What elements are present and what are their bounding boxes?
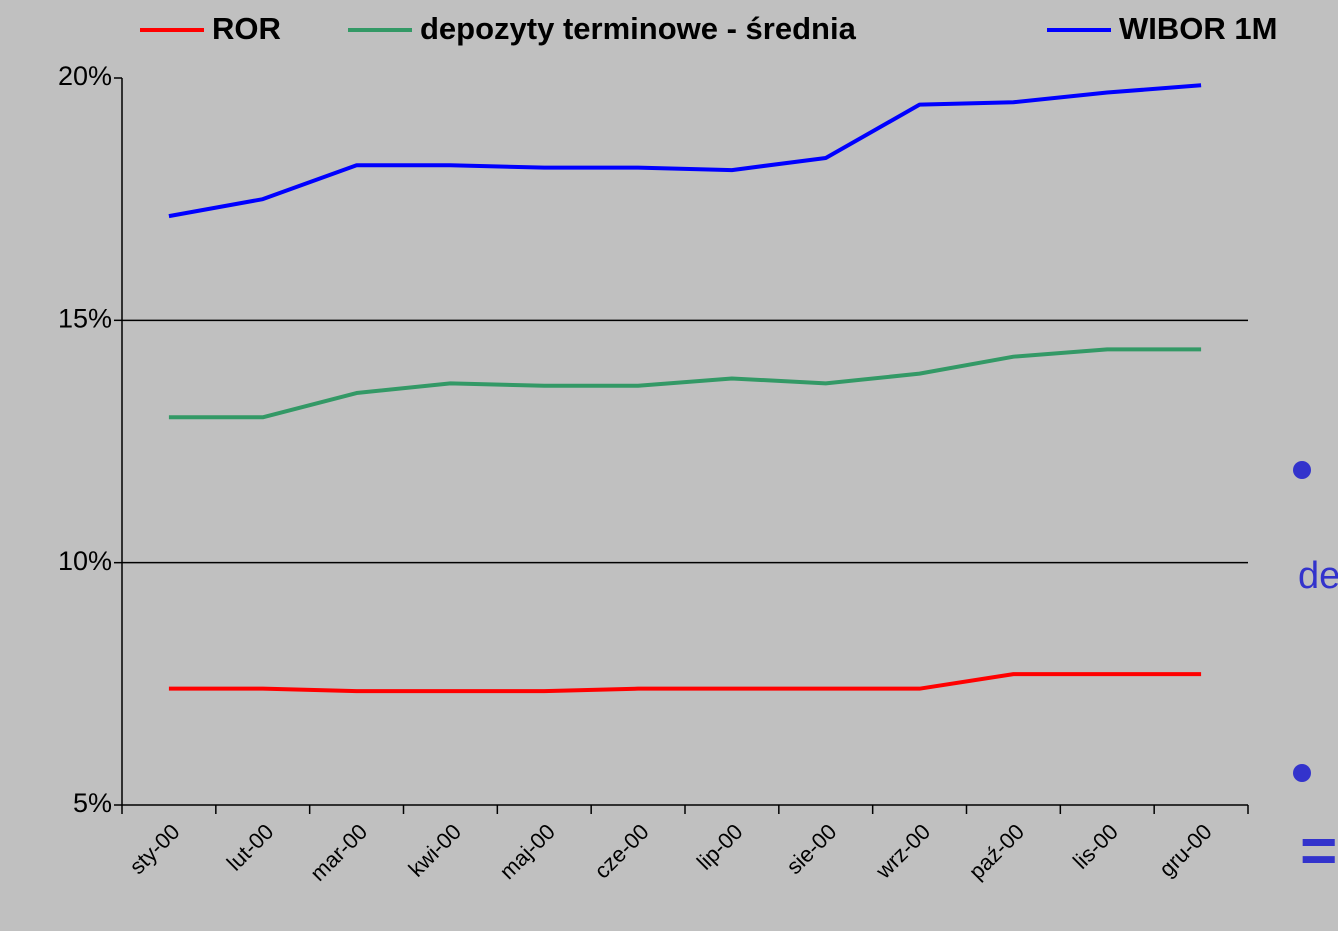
- slide-text: =: [1300, 814, 1337, 886]
- y-tick-label: 10%: [58, 546, 112, 576]
- series-line: [168, 672, 1202, 694]
- bullet: [1293, 461, 1311, 479]
- y-tick-label: 20%: [58, 61, 112, 91]
- series-line: [168, 347, 1202, 420]
- legend-label: ROR: [212, 11, 281, 46]
- legend-label: WIBOR 1M: [1119, 11, 1277, 46]
- y-tick-label: 5%: [73, 788, 112, 818]
- series-line: [168, 83, 1202, 219]
- bullet: [1293, 764, 1311, 782]
- legend-label: depozyty terminowe - średnia: [420, 11, 857, 46]
- y-tick-label: 15%: [58, 303, 112, 333]
- slide-text: de: [1298, 555, 1338, 597]
